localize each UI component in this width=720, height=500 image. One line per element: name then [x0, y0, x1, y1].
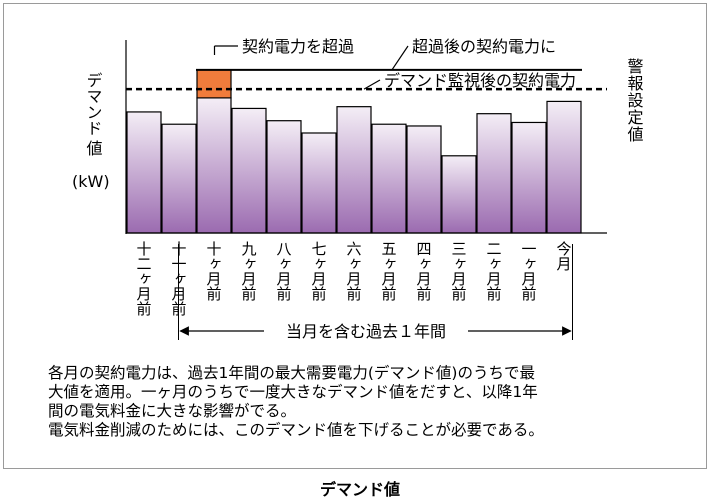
alarm-setting-label: 警報設定値	[625, 58, 644, 143]
alarm-line-label: デマンド監視後の契約電力	[384, 71, 576, 90]
contract-leader	[391, 45, 409, 71]
x-tick-label-3: 九ヶ月前	[240, 241, 258, 302]
exceed-label: 契約電力を超過	[242, 37, 354, 56]
bar-0	[126, 111, 162, 234]
bar-12	[546, 100, 582, 234]
x-tick-label-7: 五ヶ月前	[380, 241, 398, 302]
bar-3	[231, 107, 267, 234]
bar-5	[301, 132, 337, 234]
note-line-3: 間の電気料金に大きな影響がでる。	[48, 402, 297, 420]
x-tick-label-0: 十二ヶ月前	[135, 241, 153, 317]
y-label-2: (kW)	[72, 172, 110, 191]
bar-8	[406, 125, 442, 234]
x-tick-label-6: 六ヶ月前	[345, 241, 363, 302]
bar-6	[336, 106, 372, 234]
contract-line-label: 超過後の契約電力に	[412, 37, 556, 56]
x-tick-label-4: 八ヶ月前	[275, 241, 293, 302]
figure-frame	[3, 3, 707, 469]
bar-1	[161, 123, 197, 234]
y-label-1: 値	[84, 140, 103, 156]
bar-10	[476, 113, 512, 234]
note-line-4: 電気料金削減のためには、このデマンド値を下げることが必要である。	[48, 421, 544, 439]
x-tick-label-11: 一ヶ月前	[520, 241, 538, 302]
note-line-2: 大値を適用。一ヶ月のうちで一度大きなデマンド値をだすと、以降1年	[48, 383, 538, 401]
alarm-leader	[363, 79, 381, 90]
figure-caption: デマンド値	[319, 480, 400, 499]
bar-11	[511, 121, 547, 234]
x-tick-label-12: 今月	[555, 241, 573, 272]
x-tick-label-10: 二ヶ月前	[485, 241, 503, 302]
bar-4	[266, 120, 302, 234]
x-tick-label-2: 十ヶ月前	[205, 241, 223, 302]
x-tick-label-5: 七ヶ月前	[310, 241, 328, 302]
y-label-0: デマンド	[84, 72, 103, 136]
period-label: 当月を含む過去１年間	[286, 322, 446, 341]
x-tick-label-8: 四ヶ月前	[415, 241, 433, 302]
bar-2	[196, 97, 232, 234]
bar-7	[371, 123, 407, 234]
bar-9	[441, 155, 477, 234]
x-tick-label-9: 三ヶ月前	[450, 241, 468, 302]
exceed-segment	[196, 69, 232, 99]
note-line-1: 各月の契約電力は、過去1年間の最大需要電力(デマンド値)のうちで最	[48, 364, 535, 382]
